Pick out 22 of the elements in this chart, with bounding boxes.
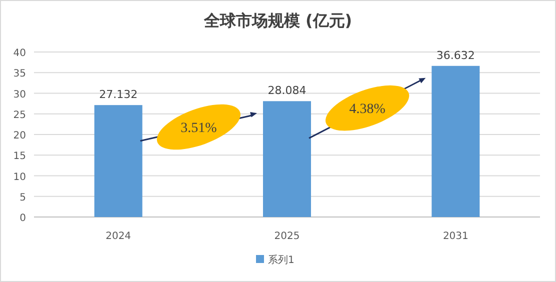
data-label: 36.632 (436, 48, 475, 62)
y-tick-label: 35 (13, 68, 26, 80)
y-tick-label: 5 (20, 192, 26, 204)
y-tick-label: 40 (13, 48, 26, 59)
y-tick-label: 10 (13, 172, 26, 183)
annotation: 3.51% (180, 121, 218, 136)
x-tick-label: 2031 (442, 231, 468, 242)
bar (432, 66, 480, 217)
y-tick-label: 15 (13, 151, 26, 162)
data-label: 28.084 (268, 84, 306, 98)
bar (263, 101, 311, 217)
y-tick-label: 20 (13, 130, 26, 142)
data-label: 27.132 (99, 88, 138, 102)
x-tick-label: 2024 (106, 231, 132, 242)
legend-label: 系列1 (268, 254, 294, 266)
annotation: 4.38% (349, 102, 386, 118)
y-tick-label: 0 (20, 213, 26, 224)
y-tick-label: 25 (13, 110, 26, 121)
y-tick-label: 30 (13, 89, 26, 100)
chart-title: 全球市场规模 (亿元) (202, 11, 352, 30)
x-tick-label: 2025 (274, 231, 300, 242)
bar (94, 105, 142, 217)
